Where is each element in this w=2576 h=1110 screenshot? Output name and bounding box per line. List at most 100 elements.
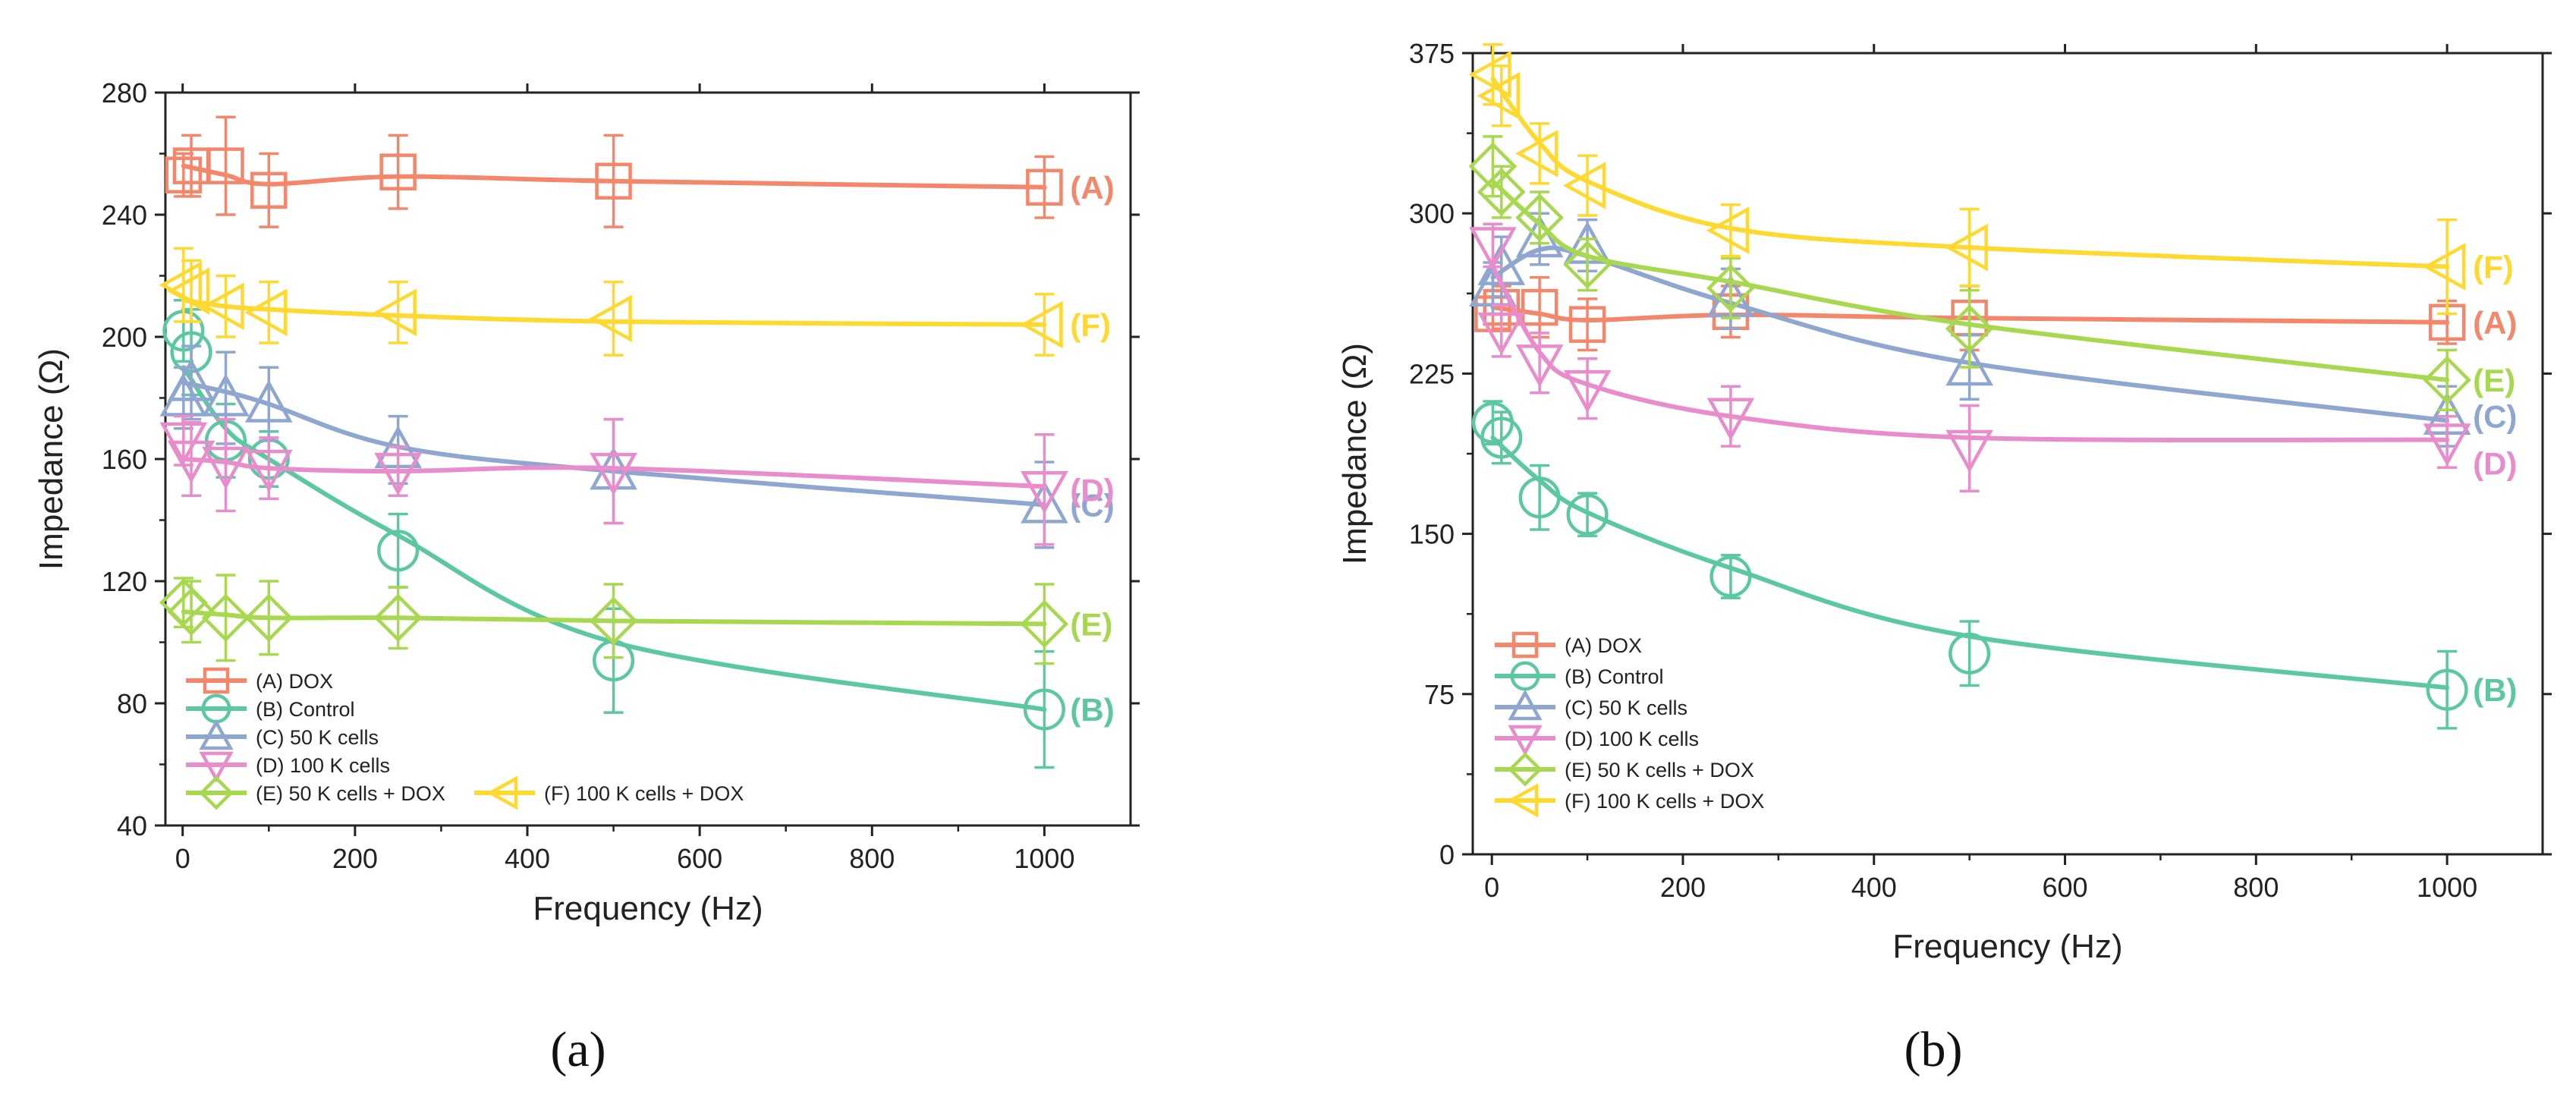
y-tick-label: 280 <box>102 77 147 108</box>
y-tick-label: 120 <box>102 566 147 597</box>
data-point <box>1020 599 1069 649</box>
legend-marker <box>1508 725 1543 756</box>
x-tick-label: 200 <box>1660 872 1706 903</box>
series-curve <box>181 609 1047 627</box>
series-end-label: (A) <box>1070 170 1114 206</box>
legend-marker <box>1508 689 1543 721</box>
data-point <box>374 452 422 496</box>
legend-item-A: (A) DOX <box>1495 631 1642 659</box>
legend-label: (C) 50 K cells <box>256 726 379 749</box>
legend-label: (D) 100 K cells <box>1565 728 1699 750</box>
legend-label: (A) DOX <box>256 670 333 693</box>
legend-label: (F) 100 K cells + DOX <box>544 782 744 805</box>
data-point <box>589 596 638 646</box>
data-point <box>1945 223 1988 272</box>
series-E: (E) <box>159 574 1112 665</box>
legend: (A) DOX (B) Control (C) 50 K cells (D) 100 … <box>186 667 744 810</box>
data-point <box>1023 688 1065 731</box>
x-tick-label: 400 <box>1851 872 1897 903</box>
legend-marker <box>199 751 234 783</box>
legend: (A) DOX (B) Control (C) 50 K cells (D) 100 … <box>1495 631 1764 818</box>
legend-label: (D) 100 K cells <box>256 754 390 777</box>
data-point <box>201 593 250 643</box>
x-tick-label: 0 <box>175 843 190 874</box>
data-point <box>1568 306 1606 343</box>
data-point <box>1706 398 1755 441</box>
data-point <box>1706 263 1755 313</box>
y-axis-title: Impedance (Ω) <box>33 348 70 570</box>
data-point <box>1021 471 1068 514</box>
data-point <box>1515 193 1564 242</box>
data-point <box>244 449 293 493</box>
series-end-label: (D) <box>1070 472 1114 508</box>
data-point <box>1469 227 1517 270</box>
legend-label: (A) DOX <box>1565 634 1642 657</box>
series-end-label: (F) <box>1070 307 1111 343</box>
series-E: (E) <box>1468 135 2515 412</box>
data-point <box>250 171 288 209</box>
legend-marker <box>1511 631 1539 659</box>
data-point <box>167 440 215 484</box>
series-A: (A) <box>1474 275 2517 352</box>
data-point <box>1521 288 1558 326</box>
data-point <box>167 358 215 401</box>
data-point <box>2422 243 2466 291</box>
data-point <box>373 288 417 337</box>
legend-item-E: (E) 50 K cells + DOX <box>186 775 445 810</box>
y-tick-label: 200 <box>102 322 147 353</box>
data-point <box>2423 423 2471 467</box>
legend-label: (B) Control <box>256 698 355 721</box>
data-point <box>202 373 250 417</box>
legend-label: (E) 50 K cells + DOX <box>1565 759 1754 781</box>
data-point <box>207 147 244 184</box>
data-point <box>201 282 244 331</box>
legend-item-D: (D) 100 K cells <box>186 751 390 783</box>
data-point <box>1514 130 1558 178</box>
data-point <box>1562 162 1606 209</box>
legend-marker <box>1507 783 1539 818</box>
legend-label: (C) 50 K cells <box>1565 697 1687 719</box>
panel-label: (b) <box>1904 1022 1963 1077</box>
data-point <box>1477 168 1526 216</box>
legend-item-B: (B) Control <box>1495 661 1664 691</box>
y-tick-label: 80 <box>117 688 147 719</box>
data-point <box>1515 344 1564 388</box>
x-tick-label: 400 <box>505 843 550 874</box>
data-point <box>1709 555 1752 598</box>
y-tick-label: 160 <box>102 444 147 475</box>
series-curve <box>1490 178 2450 382</box>
series-end-label: (C) <box>2473 399 2517 435</box>
legend-item-C: (C) 50 K cells <box>1495 689 1687 721</box>
data-point <box>202 446 250 490</box>
legend-label: (B) Control <box>1565 665 1664 688</box>
legend-item-F: (F) 100 K cells + DOX <box>474 775 744 810</box>
x-tick-label: 600 <box>677 843 722 874</box>
series-C: (C) <box>159 344 1115 549</box>
x-tick-label: 0 <box>1484 872 1499 903</box>
legend-item-E: (E) 50 K cells + DOX <box>1495 752 1754 787</box>
data-point <box>1566 493 1609 536</box>
legend-marker <box>203 667 230 694</box>
y-tick-label: 75 <box>1424 679 1455 710</box>
legend-marker <box>199 775 234 810</box>
legend-item-C: (C) 50 K cells <box>186 719 379 750</box>
x-tick-label: 200 <box>332 843 378 874</box>
series-end-label: (D) <box>2473 446 2517 482</box>
x-tick-label: 800 <box>2233 872 2279 903</box>
y-tick-label: 240 <box>102 200 147 231</box>
data-point <box>379 153 417 190</box>
data-point <box>244 288 288 337</box>
data-point <box>1477 71 1521 120</box>
data-point <box>590 452 637 496</box>
panel-label: (a) <box>550 1022 605 1077</box>
data-point <box>1020 300 1063 349</box>
series-end-label: (E) <box>2473 363 2515 398</box>
series-end-label: (C) <box>1070 487 1114 523</box>
data-point <box>1468 50 1511 99</box>
y-tick-label: 225 <box>1409 358 1455 389</box>
series-curve <box>1490 435 2450 690</box>
legend-marker <box>1510 661 1540 691</box>
legend-item-A: (A) DOX <box>186 667 333 694</box>
data-point <box>167 587 215 637</box>
